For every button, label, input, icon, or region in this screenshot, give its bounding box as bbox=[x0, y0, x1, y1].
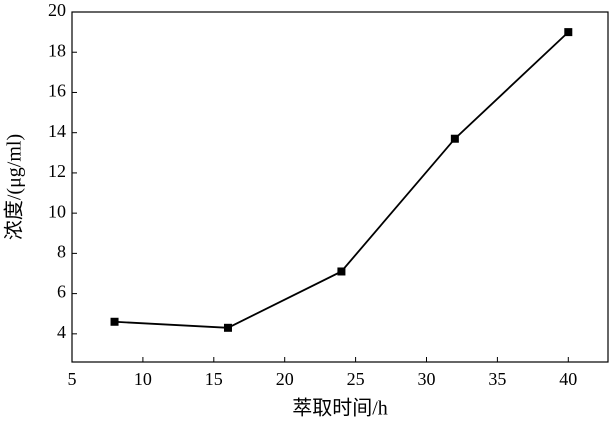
x-tick-label: 30 bbox=[417, 369, 435, 389]
x-tick-label: 25 bbox=[347, 369, 365, 389]
y-tick-label: 16 bbox=[48, 81, 66, 101]
y-tick-label: 8 bbox=[57, 242, 66, 262]
plot-frame bbox=[71, 11, 609, 363]
y-axis-title: 浓度/(μg/ml) bbox=[3, 134, 26, 240]
x-tick-label: 40 bbox=[559, 369, 577, 389]
y-tick-label: 14 bbox=[48, 121, 66, 141]
series-line bbox=[114, 31, 569, 329]
data-point bbox=[110, 317, 119, 326]
y-tick-label: 10 bbox=[48, 201, 66, 221]
data-point bbox=[450, 134, 459, 143]
data-point bbox=[223, 323, 232, 332]
x-tick-label: 20 bbox=[276, 369, 294, 389]
x-tick-label: 5 bbox=[68, 369, 77, 389]
data-point bbox=[564, 28, 573, 37]
y-tick-label: 6 bbox=[57, 282, 66, 302]
y-tick-label: 20 bbox=[48, 0, 66, 20]
y-tick-label: 4 bbox=[57, 322, 66, 342]
y-tick-label: 18 bbox=[48, 40, 66, 60]
x-tick-label: 35 bbox=[488, 369, 506, 389]
x-tick-label: 10 bbox=[134, 369, 152, 389]
x-tick-label: 15 bbox=[205, 369, 223, 389]
data-point bbox=[337, 267, 346, 276]
y-tick-label: 12 bbox=[48, 161, 66, 181]
x-axis-title: 萃取时间/h bbox=[292, 397, 388, 420]
